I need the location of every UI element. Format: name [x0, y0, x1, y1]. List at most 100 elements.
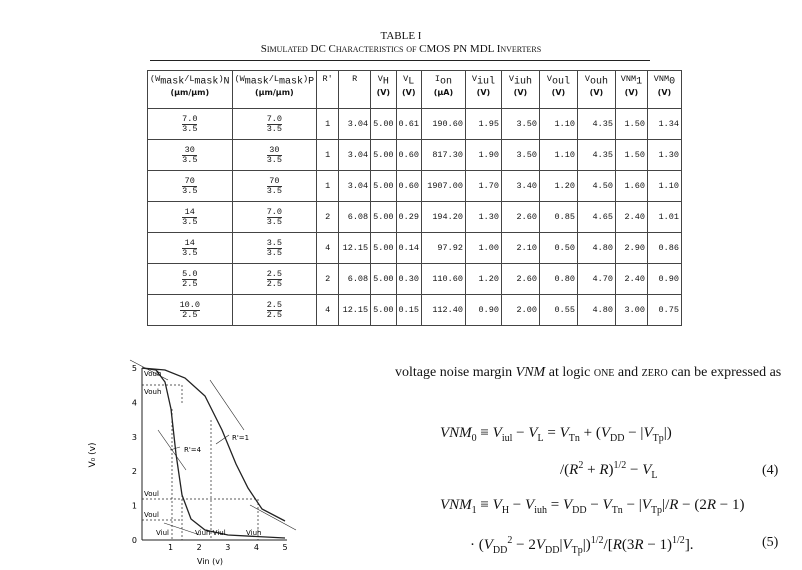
table-cell: 0.15 [395, 294, 422, 326]
header-part: mask [278, 76, 303, 88]
table-cell: 12.15 [338, 232, 372, 264]
fraction-cell: 2.5 2.5 [231, 294, 318, 326]
equation-part: Tn [611, 505, 623, 516]
table-label: TABLE I [380, 30, 422, 42]
table-cell: 4.65 [576, 201, 616, 233]
equation-part: 1/2 [613, 460, 627, 471]
denominator: 2.5 [182, 309, 198, 320]
table-cell: 1.30 [464, 201, 502, 233]
table-cell: 3.04 [338, 139, 372, 171]
table-cell: 1.30 [646, 139, 682, 171]
header-part: P [308, 76, 315, 88]
numerator: 7.0 [266, 113, 282, 125]
annotation: Vouh [144, 388, 161, 396]
header-unit: (V) [513, 87, 528, 97]
numerator: 2.5 [266, 299, 282, 311]
denominator: 3.5 [266, 216, 282, 227]
table-cell: 4.80 [576, 232, 616, 264]
equation-part: V [492, 425, 502, 441]
y-axis-label: V₀ (v) [88, 443, 98, 468]
header-part: V [546, 74, 552, 84]
table-cell: 1.95 [464, 108, 502, 140]
fraction: 7.0 3.5 [266, 207, 282, 227]
equation-part: DD [545, 545, 560, 556]
equation-part: V [492, 497, 502, 513]
fraction: 70 3.5 [182, 176, 198, 196]
fraction: 5.0 2.5 [182, 269, 198, 289]
table-cell: 6.08 [338, 201, 372, 233]
fraction-cell: 2.5 2.5 [231, 263, 318, 295]
equation-part: 1/2 [590, 535, 604, 546]
fraction: 7.0 3.5 [182, 114, 198, 134]
equation-part: − 1) [643, 537, 673, 553]
fraction: 2.5 2.5 [266, 299, 282, 320]
table-cell: 0.90 [464, 294, 502, 326]
equation-part: V [559, 425, 569, 441]
y-tick-label: 0 [132, 536, 137, 545]
fraction-cell: 7.0 3.5 [231, 201, 318, 233]
column-header: Ion (μA) [420, 70, 466, 109]
x-tick-label: 4 [254, 543, 259, 552]
header-part: N [223, 76, 230, 88]
table-row: 70 3.5 70 3.5 1 3.04 5.00 0.60 1907.00 1.70 3.40 1.… [147, 170, 682, 202]
equation-part: Tp [650, 505, 663, 516]
denominator: 3.5 [182, 185, 198, 196]
annotation: Viul [156, 529, 169, 537]
table-cell: 0.75 [646, 294, 682, 326]
table-cell: 1.50 [614, 108, 648, 140]
table-cell: 194.20 [420, 201, 466, 233]
equation-part: (3 [621, 537, 635, 553]
paragraph-part: can be expressed as [667, 365, 782, 380]
column-header: VNM1 (V) [614, 70, 648, 109]
header-part: ) [218, 74, 224, 84]
equation-part: Tp [652, 433, 664, 444]
table-cell: 4 [316, 294, 340, 326]
equation-part: + [583, 462, 600, 478]
equation-part: − [586, 497, 603, 513]
table-cell: 5.00 [370, 232, 397, 264]
fraction-cell: 70 3.5 [147, 170, 233, 202]
x-tick-label: 5 [282, 543, 287, 552]
annotation: Voul [144, 511, 159, 519]
header-unit: (μm/μm) [255, 87, 294, 97]
equation-part: ≡ [476, 425, 493, 441]
figure: V₀ (v) Vin (v) 1 2 3 4 5 0 1 2 3 4 5 Vouh Vouh Voul Voul… [88, 359, 297, 566]
table-cell: 1 [316, 170, 340, 202]
table-cell: 5.00 [370, 294, 397, 326]
column-header: R [338, 70, 372, 109]
table-cell: 2 [316, 201, 340, 233]
equation-part: |) [582, 537, 591, 553]
header-unit: (μm/μm) [170, 87, 210, 97]
header-part: 0 [669, 76, 676, 88]
equation-part: + ( [579, 425, 601, 441]
table-cell: 1.01 [646, 201, 682, 233]
table-cell: 1907.00 [420, 170, 466, 202]
column-header: Voul (V) [538, 70, 578, 109]
equation-part: 2 [578, 460, 584, 471]
header-part: ) [303, 74, 309, 84]
equation-part: /[ [603, 537, 613, 553]
equation-part: 1/2 [672, 535, 685, 546]
table-cell: 0.30 [395, 263, 422, 295]
equation-part: V [535, 537, 546, 553]
equation-part: − 1) [716, 497, 745, 513]
paragraph-part: voltage noise margin [395, 365, 516, 380]
table-cell: 5.00 [370, 108, 397, 140]
y-tick-label: 4 [132, 398, 137, 407]
equation-part: Tp [571, 545, 583, 556]
equation-part: = [546, 497, 563, 513]
equation-part: 0 [471, 433, 477, 444]
header-part: R [352, 74, 358, 84]
table-cell: 4.35 [576, 139, 616, 171]
header-part: mask [194, 76, 219, 88]
equation-part: − (2 [678, 497, 707, 513]
equation-part: ]. [684, 537, 694, 553]
fraction-cell: 10.0 2.5 [147, 294, 233, 326]
table-cell: 5.00 [370, 170, 397, 202]
equation-part: iul [501, 433, 513, 444]
curve [141, 367, 286, 522]
numerator: 70 [266, 176, 282, 187]
table-cell: 1 [316, 139, 340, 171]
fraction: 30 3.5 [182, 145, 198, 165]
